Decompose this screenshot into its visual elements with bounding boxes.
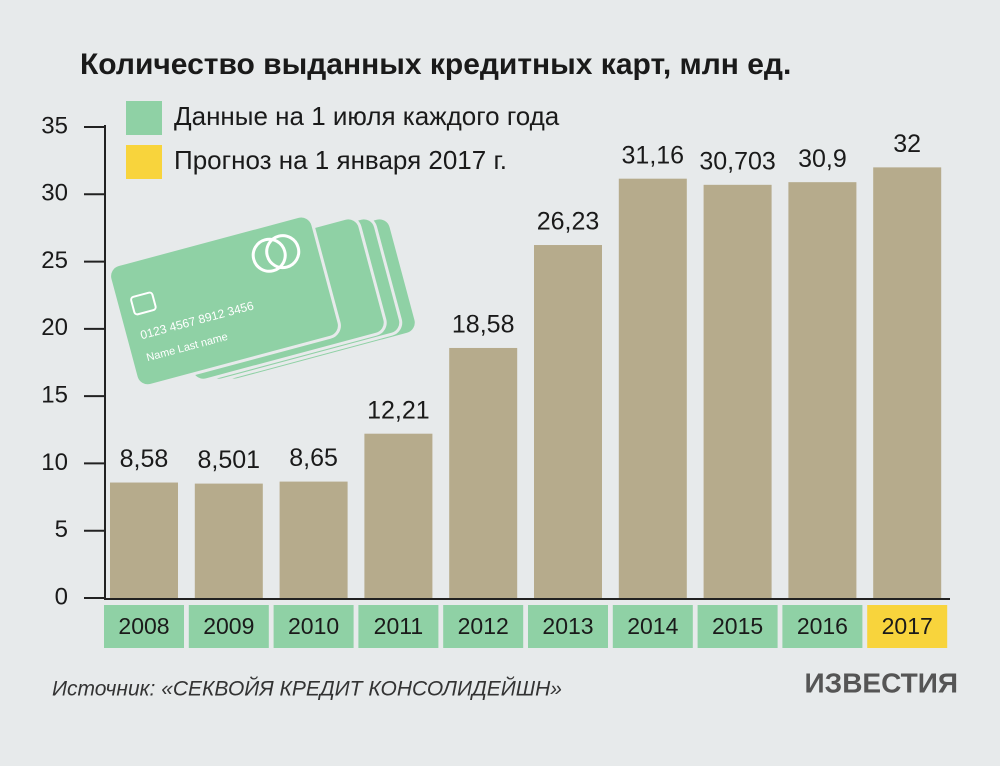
bar	[279, 481, 348, 598]
card-chip	[130, 291, 157, 316]
value-label: 12,21	[367, 396, 430, 424]
value-label: 8,58	[120, 445, 169, 473]
value-label: 8,65	[289, 444, 338, 472]
bar	[618, 178, 687, 599]
value-label: 18,58	[452, 311, 515, 339]
value-label: 30,9	[798, 145, 847, 173]
x-tick-label: 2015	[712, 613, 763, 639]
x-tick-label: 2013	[542, 613, 593, 639]
category-box	[358, 605, 439, 648]
x-tick-label: 2008	[118, 613, 169, 639]
x-tick-label: 2009	[203, 613, 254, 639]
bar	[534, 245, 602, 598]
bar	[788, 182, 857, 598]
category-box	[612, 605, 693, 648]
legend-swatch	[126, 145, 162, 179]
value-label: 26,23	[537, 208, 600, 236]
value-label: 30,703	[699, 147, 775, 175]
legend-label: Данные на 1 июля каждого года	[174, 101, 560, 131]
card-illustration: 0123 4567 8912 3456 Name Last name	[108, 214, 418, 388]
category-box	[273, 605, 354, 648]
value-label: 32	[893, 130, 921, 158]
card-front	[108, 214, 341, 388]
y-tick-label: 10	[41, 449, 68, 476]
bar	[873, 167, 942, 598]
x-tick-label: 2014	[627, 613, 678, 639]
bar	[703, 184, 772, 598]
category-box	[104, 605, 184, 648]
source: Источник: «СЕКВОЙЯ КРЕДИТ КОНСОЛИДЕЙШН»	[52, 678, 562, 701]
x-tick-label: 2012	[458, 613, 509, 639]
y-tick-label: 35	[41, 112, 68, 139]
logo: ИЗВЕСТИЯ	[805, 667, 958, 698]
category-box	[528, 605, 608, 648]
bar	[110, 482, 178, 598]
category-box	[188, 605, 269, 648]
bar	[364, 433, 433, 598]
y-tick-label: 15	[41, 381, 68, 408]
legend-swatch	[126, 101, 162, 135]
x-tick-label: 2017	[882, 613, 933, 639]
x-tick-label: 2016	[797, 613, 848, 639]
chart-title: Количество выданных кредитных карт, млн …	[80, 48, 791, 81]
category-box	[782, 605, 863, 648]
category-box	[443, 605, 524, 648]
y-tick-label: 30	[41, 180, 68, 207]
bar	[449, 347, 518, 598]
x-tick-label: 2010	[288, 613, 339, 639]
y-tick-label: 5	[55, 516, 68, 543]
category-box	[867, 605, 948, 648]
value-label: 8,501	[198, 446, 261, 474]
category-box	[697, 605, 778, 648]
x-tick-label: 2011	[374, 613, 423, 639]
legend-label: Прогноз на 1 января 2017 г.	[174, 145, 507, 175]
y-tick-label: 25	[41, 247, 68, 274]
y-tick-label: 0	[55, 583, 68, 610]
card-logo	[265, 234, 301, 270]
value-label: 31,16	[622, 141, 685, 169]
card-logo	[251, 237, 287, 273]
y-tick-label: 20	[41, 314, 68, 341]
bar	[194, 483, 263, 598]
